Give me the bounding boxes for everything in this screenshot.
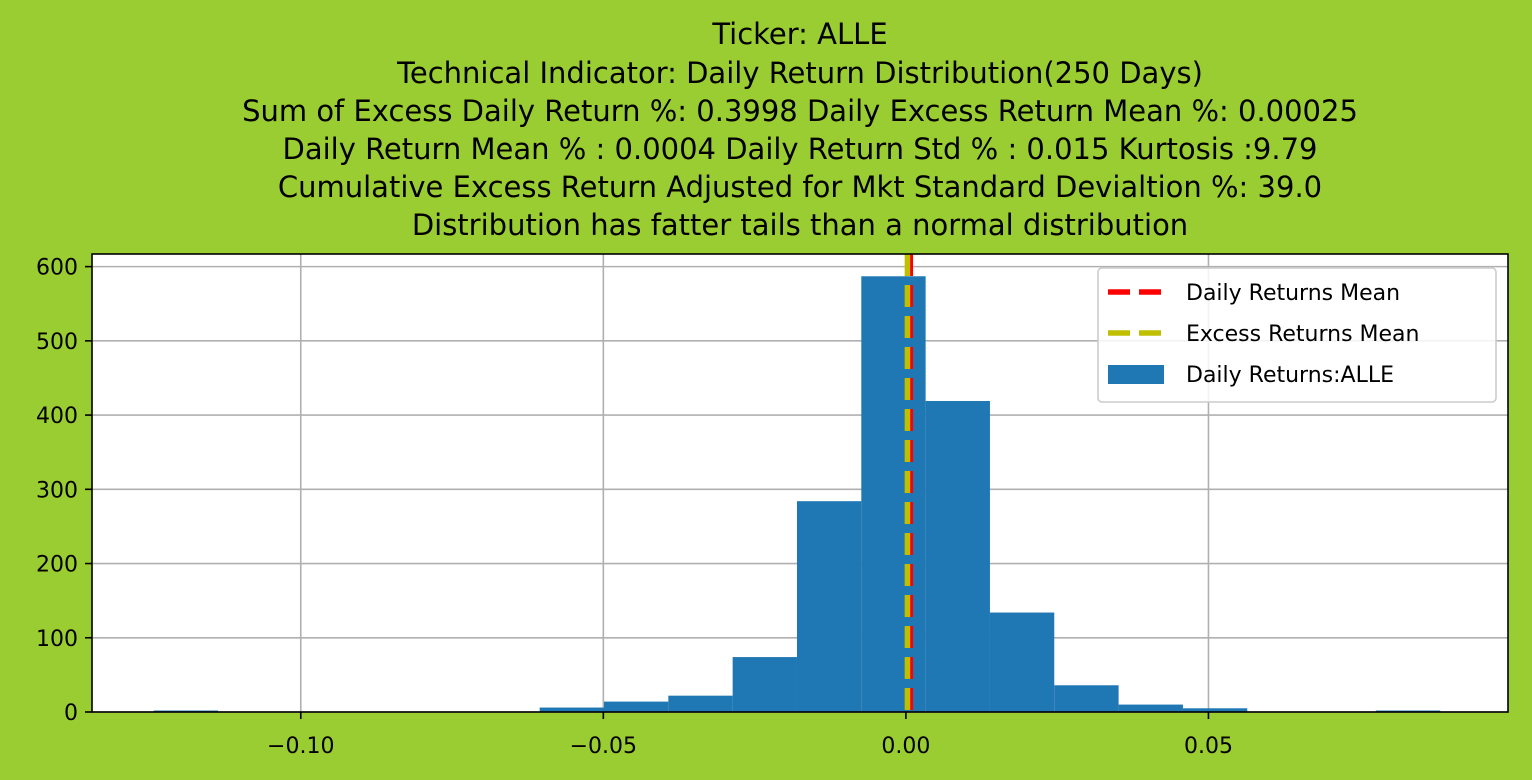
histogram-bar: [925, 400, 990, 712]
histogram-bars: [153, 276, 1441, 712]
histogram-bar: [796, 501, 862, 712]
title-line-6: Distribution has fatter tails than a nor…: [412, 208, 1188, 242]
legend-entry-daily-returns-swatch: [1108, 365, 1164, 384]
title-line-5: Cumulative Excess Return Adjusted for Mk…: [278, 170, 1322, 204]
histogram-bar: [989, 612, 1055, 712]
y-tick-label-0: 0: [64, 701, 78, 726]
histogram-bar: [668, 695, 733, 712]
title-line-2: Technical Indicator: Daily Return Distri…: [396, 56, 1203, 90]
legend-entry-daily-returns-label: Daily Returns:ALLE: [1186, 363, 1394, 388]
histogram-bar: [1118, 704, 1183, 712]
histogram-bar: [1054, 685, 1119, 712]
histogram-bar: [539, 707, 604, 712]
y-tick-label-5: 500: [36, 330, 78, 355]
histogram-bar: [732, 657, 797, 712]
x-tick-label-3: 0.05: [1184, 734, 1233, 759]
y-tick-label-4: 400: [36, 404, 78, 429]
legend-entry-daily-returns-mean-label: Daily Returns Mean: [1186, 281, 1400, 306]
chart-title: Ticker: ALLE Technical Indicator: Daily R…: [242, 17, 1358, 242]
y-tick-label-2: 200: [36, 553, 78, 578]
legend-box: [1097, 267, 1497, 403]
x-tick-label-2: 0.00: [881, 734, 930, 759]
histogram-bar: [861, 276, 926, 712]
histogram-bar: [603, 701, 669, 712]
axes: −0.10 −0.05 0.00 0.05 0 100 200 300 400 500 600: [36, 256, 1233, 759]
legend-entry-excess-returns-mean-label: Excess Returns Mean: [1186, 322, 1419, 347]
plot-frame: [91, 253, 1509, 713]
y-tick-label-3: 300: [36, 478, 78, 503]
y-tick-label-6: 600: [36, 256, 78, 281]
title-line-4: Daily Return Mean % : 0.0004 Daily Retur…: [282, 132, 1317, 166]
mean-lines: [904, 254, 914, 712]
x-tick-label-1: −0.05: [570, 734, 637, 759]
title-line-3: Sum of Excess Daily Return %: 0.3998 Dai…: [242, 94, 1358, 128]
histogram-bar: [1182, 708, 1248, 712]
title-line-1: Ticker: ALLE: [711, 17, 887, 51]
y-tick-label-1: 100: [36, 627, 78, 652]
legend: Daily Returns Mean Excess Returns Mean Dai…: [1097, 267, 1497, 403]
x-tick-label-0: −0.10: [267, 734, 334, 759]
